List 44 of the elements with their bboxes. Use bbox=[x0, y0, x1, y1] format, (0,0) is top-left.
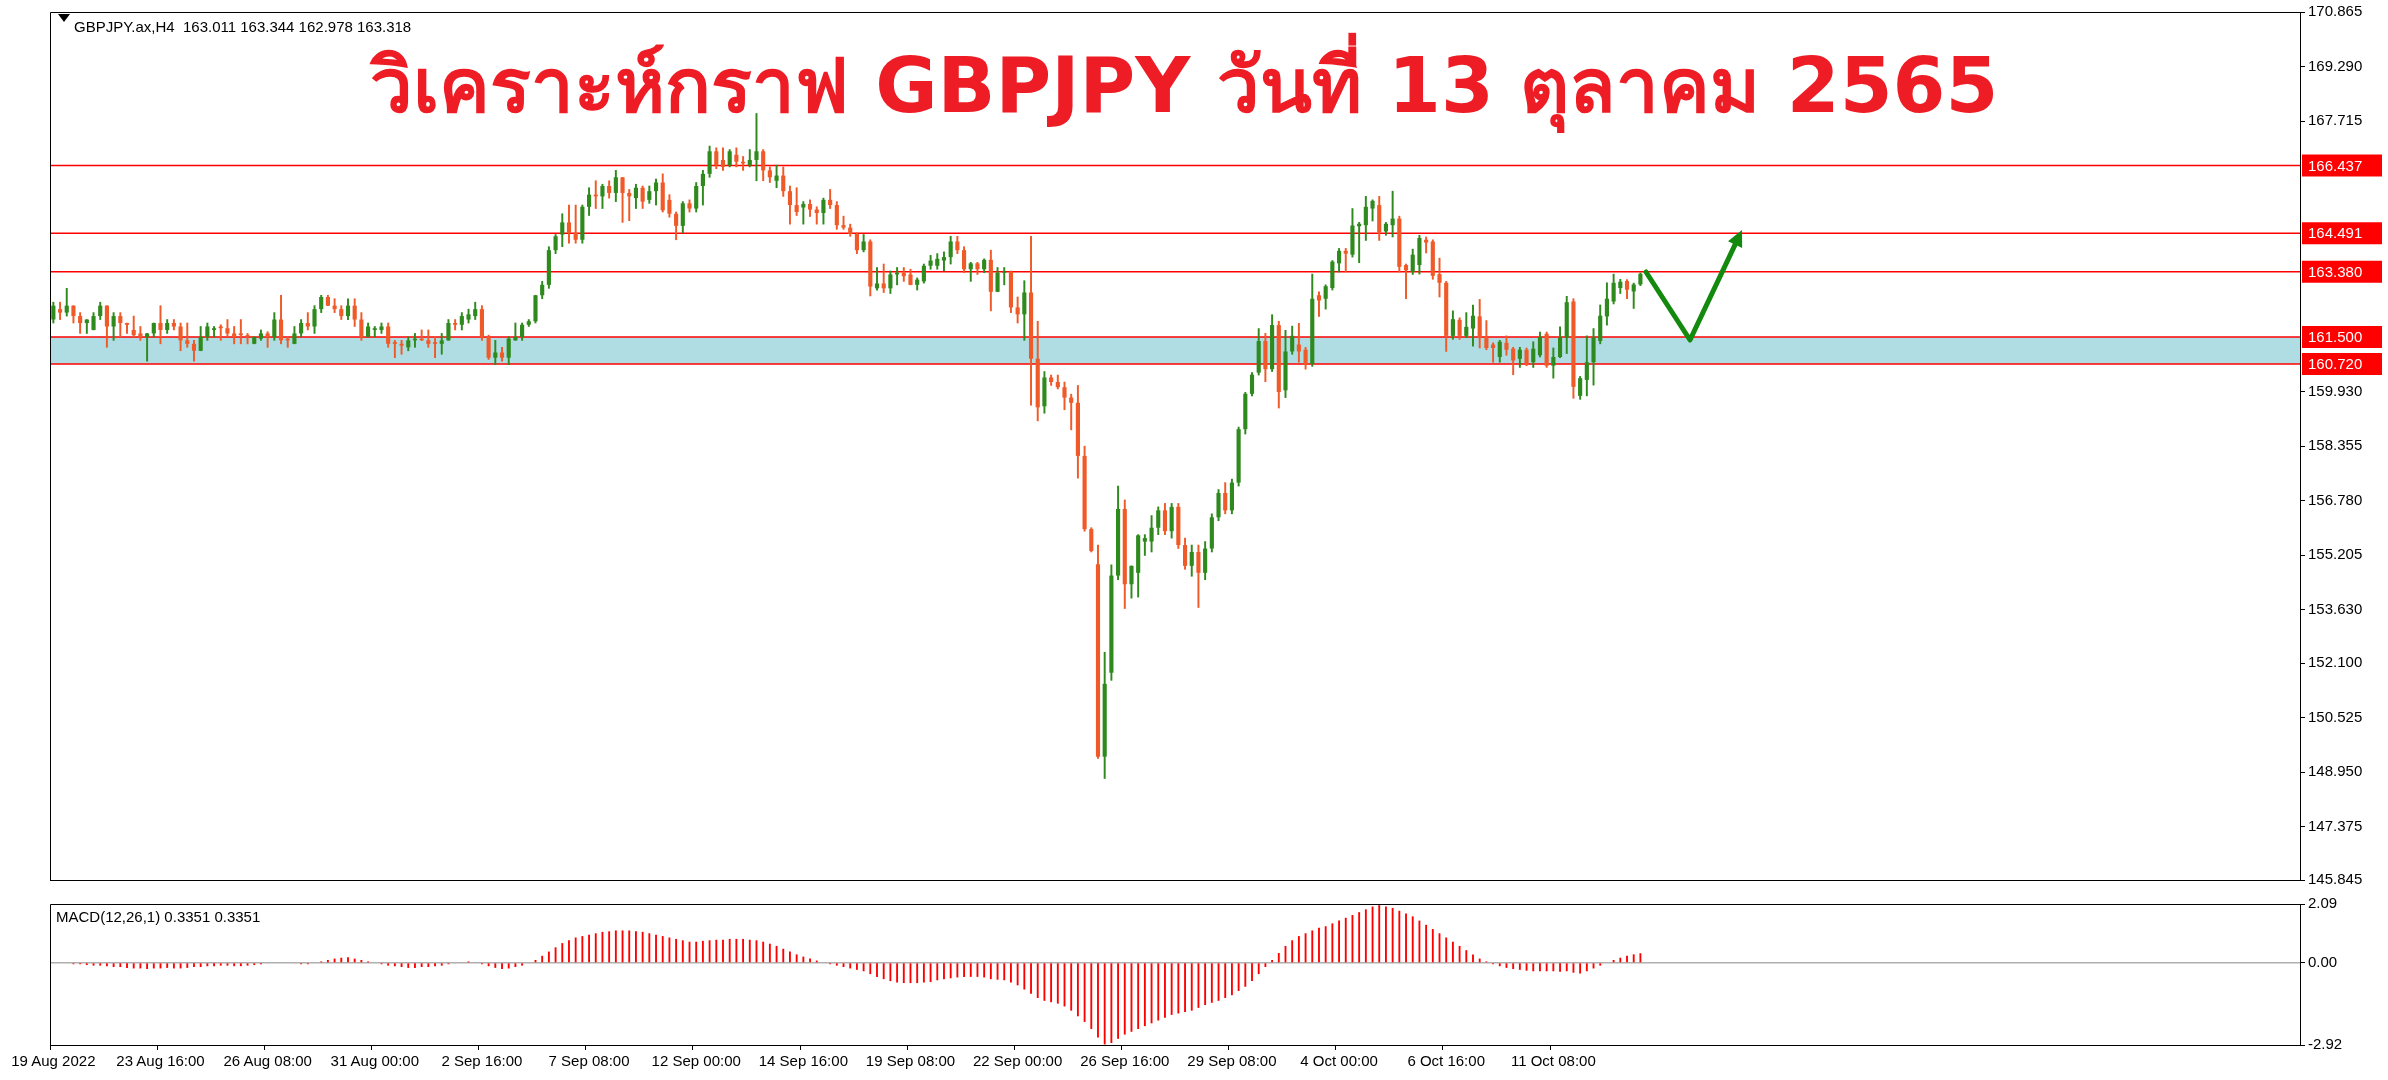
y-tick-label: 170.865 bbox=[2308, 2, 2363, 20]
y-tick-label: 169.290 bbox=[2308, 56, 2363, 74]
x-tick-label: 31 Aug 00:00 bbox=[330, 1052, 419, 1070]
candlestick bbox=[1002, 267, 1007, 286]
y-tick-label: 153.630 bbox=[2308, 600, 2363, 618]
candlestick bbox=[399, 340, 404, 355]
candlestick bbox=[218, 324, 223, 341]
ref-line-label: 164.491 bbox=[2308, 224, 2363, 242]
y-tick-label: 0.00 bbox=[2308, 952, 2338, 970]
y-tick-label: 156.780 bbox=[2308, 490, 2363, 508]
candlestick bbox=[392, 340, 397, 359]
x-tick-label: 12 Sep 00:00 bbox=[651, 1052, 741, 1070]
ref-line-label: 166.437 bbox=[2308, 156, 2363, 174]
y-tick-label: -2.92 bbox=[2308, 1035, 2343, 1053]
x-tick-label: 26 Sep 16:00 bbox=[1080, 1052, 1170, 1070]
x-tick-label: 7 Sep 08:00 bbox=[548, 1052, 630, 1070]
chart-subtitle: GBPJPY.ax,H4 163.011 163.344 162.978 163.318 bbox=[74, 18, 412, 35]
x-tick-label: 4 Oct 00:00 bbox=[1300, 1052, 1378, 1070]
y-tick-label: 159.930 bbox=[2308, 381, 2363, 399]
x-tick-label: 14 Sep 16:00 bbox=[758, 1052, 848, 1070]
x-tick-label: 19 Aug 2022 bbox=[11, 1052, 96, 1070]
x-tick-label: 26 Aug 08:00 bbox=[223, 1052, 312, 1070]
ref-line-label: 160.720 bbox=[2308, 355, 2363, 373]
x-tick-label: 22 Sep 00:00 bbox=[973, 1052, 1063, 1070]
y-tick-label: 145.845 bbox=[2308, 870, 2363, 888]
y-tick-label: 148.950 bbox=[2308, 762, 2363, 780]
x-tick-label: 19 Sep 08:00 bbox=[865, 1052, 956, 1070]
chart-title: MACD(12,26,1) 0.3351 0.3351 bbox=[56, 908, 261, 925]
x-tick-label: 29 Sep 08:00 bbox=[1187, 1052, 1277, 1070]
x-tick-label: 2 Sep 16:00 bbox=[441, 1052, 523, 1070]
x-tick-label: 23 Aug 16:00 bbox=[116, 1052, 205, 1070]
candlestick bbox=[238, 319, 243, 345]
y-tick-label: 152.100 bbox=[2308, 653, 2363, 671]
y-tick-label: 147.375 bbox=[2308, 817, 2363, 835]
y-tick-label: 2.09 bbox=[2308, 894, 2338, 912]
ref-line-label: 163.380 bbox=[2308, 262, 2363, 280]
y-tick-label: 167.715 bbox=[2308, 111, 2363, 129]
ref-line-label: 161.500 bbox=[2308, 328, 2363, 346]
y-tick-label: 150.525 bbox=[2308, 707, 2363, 725]
y-tick-label: 155.205 bbox=[2308, 545, 2363, 563]
y-tick-label: 158.355 bbox=[2308, 436, 2363, 454]
x-tick-label: 6 Oct 16:00 bbox=[1407, 1052, 1485, 1070]
candlestick bbox=[432, 336, 438, 359]
x-tick-label: 11 Oct 08:00 bbox=[1510, 1052, 1596, 1070]
